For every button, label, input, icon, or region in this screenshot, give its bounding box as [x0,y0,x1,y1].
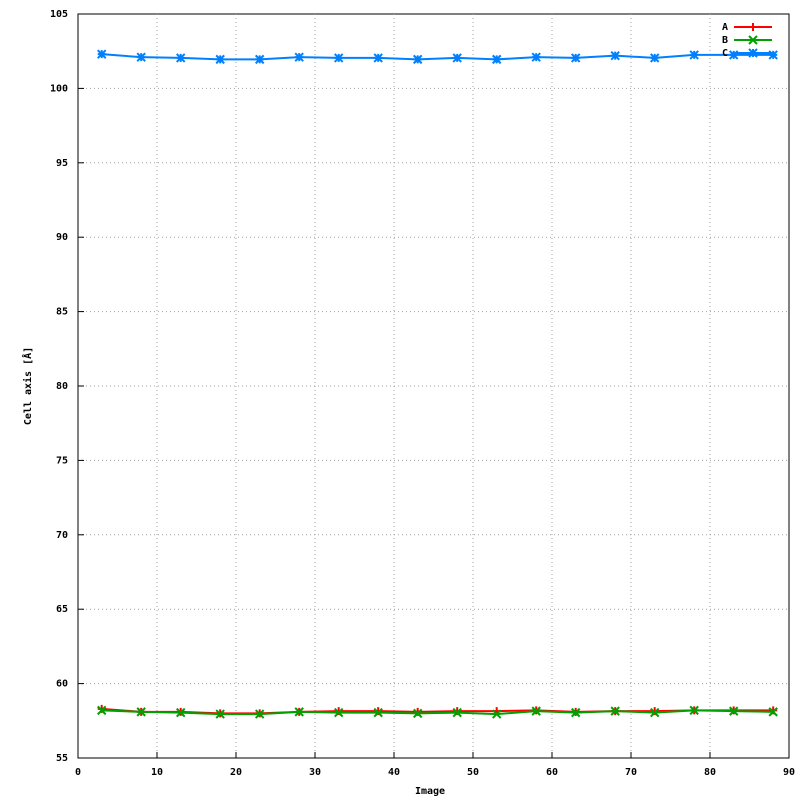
x-tick-label: 20 [230,767,242,778]
marker [452,707,462,718]
marker [175,707,186,718]
marker [254,54,265,65]
marker [491,709,502,719]
marker [373,53,383,63]
x-axis-label: Image [415,786,445,797]
y-axis-label: Cell axis [Å] [21,347,34,425]
y-tick-label: 60 [56,679,68,690]
marker [649,707,660,718]
marker [96,705,107,716]
y-tick-label: 80 [56,381,68,392]
marker [689,705,699,716]
y-tick-label: 55 [56,753,68,764]
x-tick-label: 50 [467,767,479,778]
x-tick-label: 80 [704,767,716,778]
legend-label: A [722,22,728,33]
x-tick-label: 70 [625,767,637,778]
marker [175,53,186,63]
marker [748,48,758,58]
marker [96,49,107,59]
x-tick-label: 90 [783,767,795,778]
marker [531,706,541,716]
marker [294,707,304,717]
y-tick-label: 90 [56,232,68,243]
x-tick-label: 30 [309,767,321,778]
marker [570,53,581,63]
marker [689,50,699,60]
marker [215,709,225,719]
marker [768,707,778,717]
x-tick-label: 10 [151,767,163,778]
y-tick-label: 70 [56,530,68,541]
marker [136,707,146,717]
y-tick-label: 105 [50,9,68,20]
marker [610,706,620,716]
marker [728,50,739,60]
series-line [101,53,774,61]
y-tick-label: 85 [56,307,68,318]
marker [768,50,778,60]
marker [333,53,344,63]
y-tick-label: 100 [50,83,68,94]
marker [649,53,660,63]
y-tick-label: 75 [56,455,68,466]
marker [215,54,225,65]
marker [333,707,344,718]
marker [294,52,304,62]
marker [412,708,423,719]
marker [491,54,502,65]
legend-label: B [722,35,728,46]
marker [412,54,423,65]
marker [728,706,739,716]
marker [373,707,383,718]
y-tick-label: 65 [56,604,68,615]
marker [610,50,620,61]
marker [748,35,758,45]
marker [254,709,265,719]
y-tick-label: 95 [56,158,68,169]
x-tick-label: 0 [75,767,81,778]
marker [570,707,581,718]
legend-label: C [722,48,728,59]
x-tick-label: 60 [546,767,558,778]
marker [452,53,462,63]
series-line [101,709,774,716]
x-tick-label: 40 [388,767,400,778]
marker [749,23,757,31]
marker [531,52,541,62]
marker [136,52,146,62]
